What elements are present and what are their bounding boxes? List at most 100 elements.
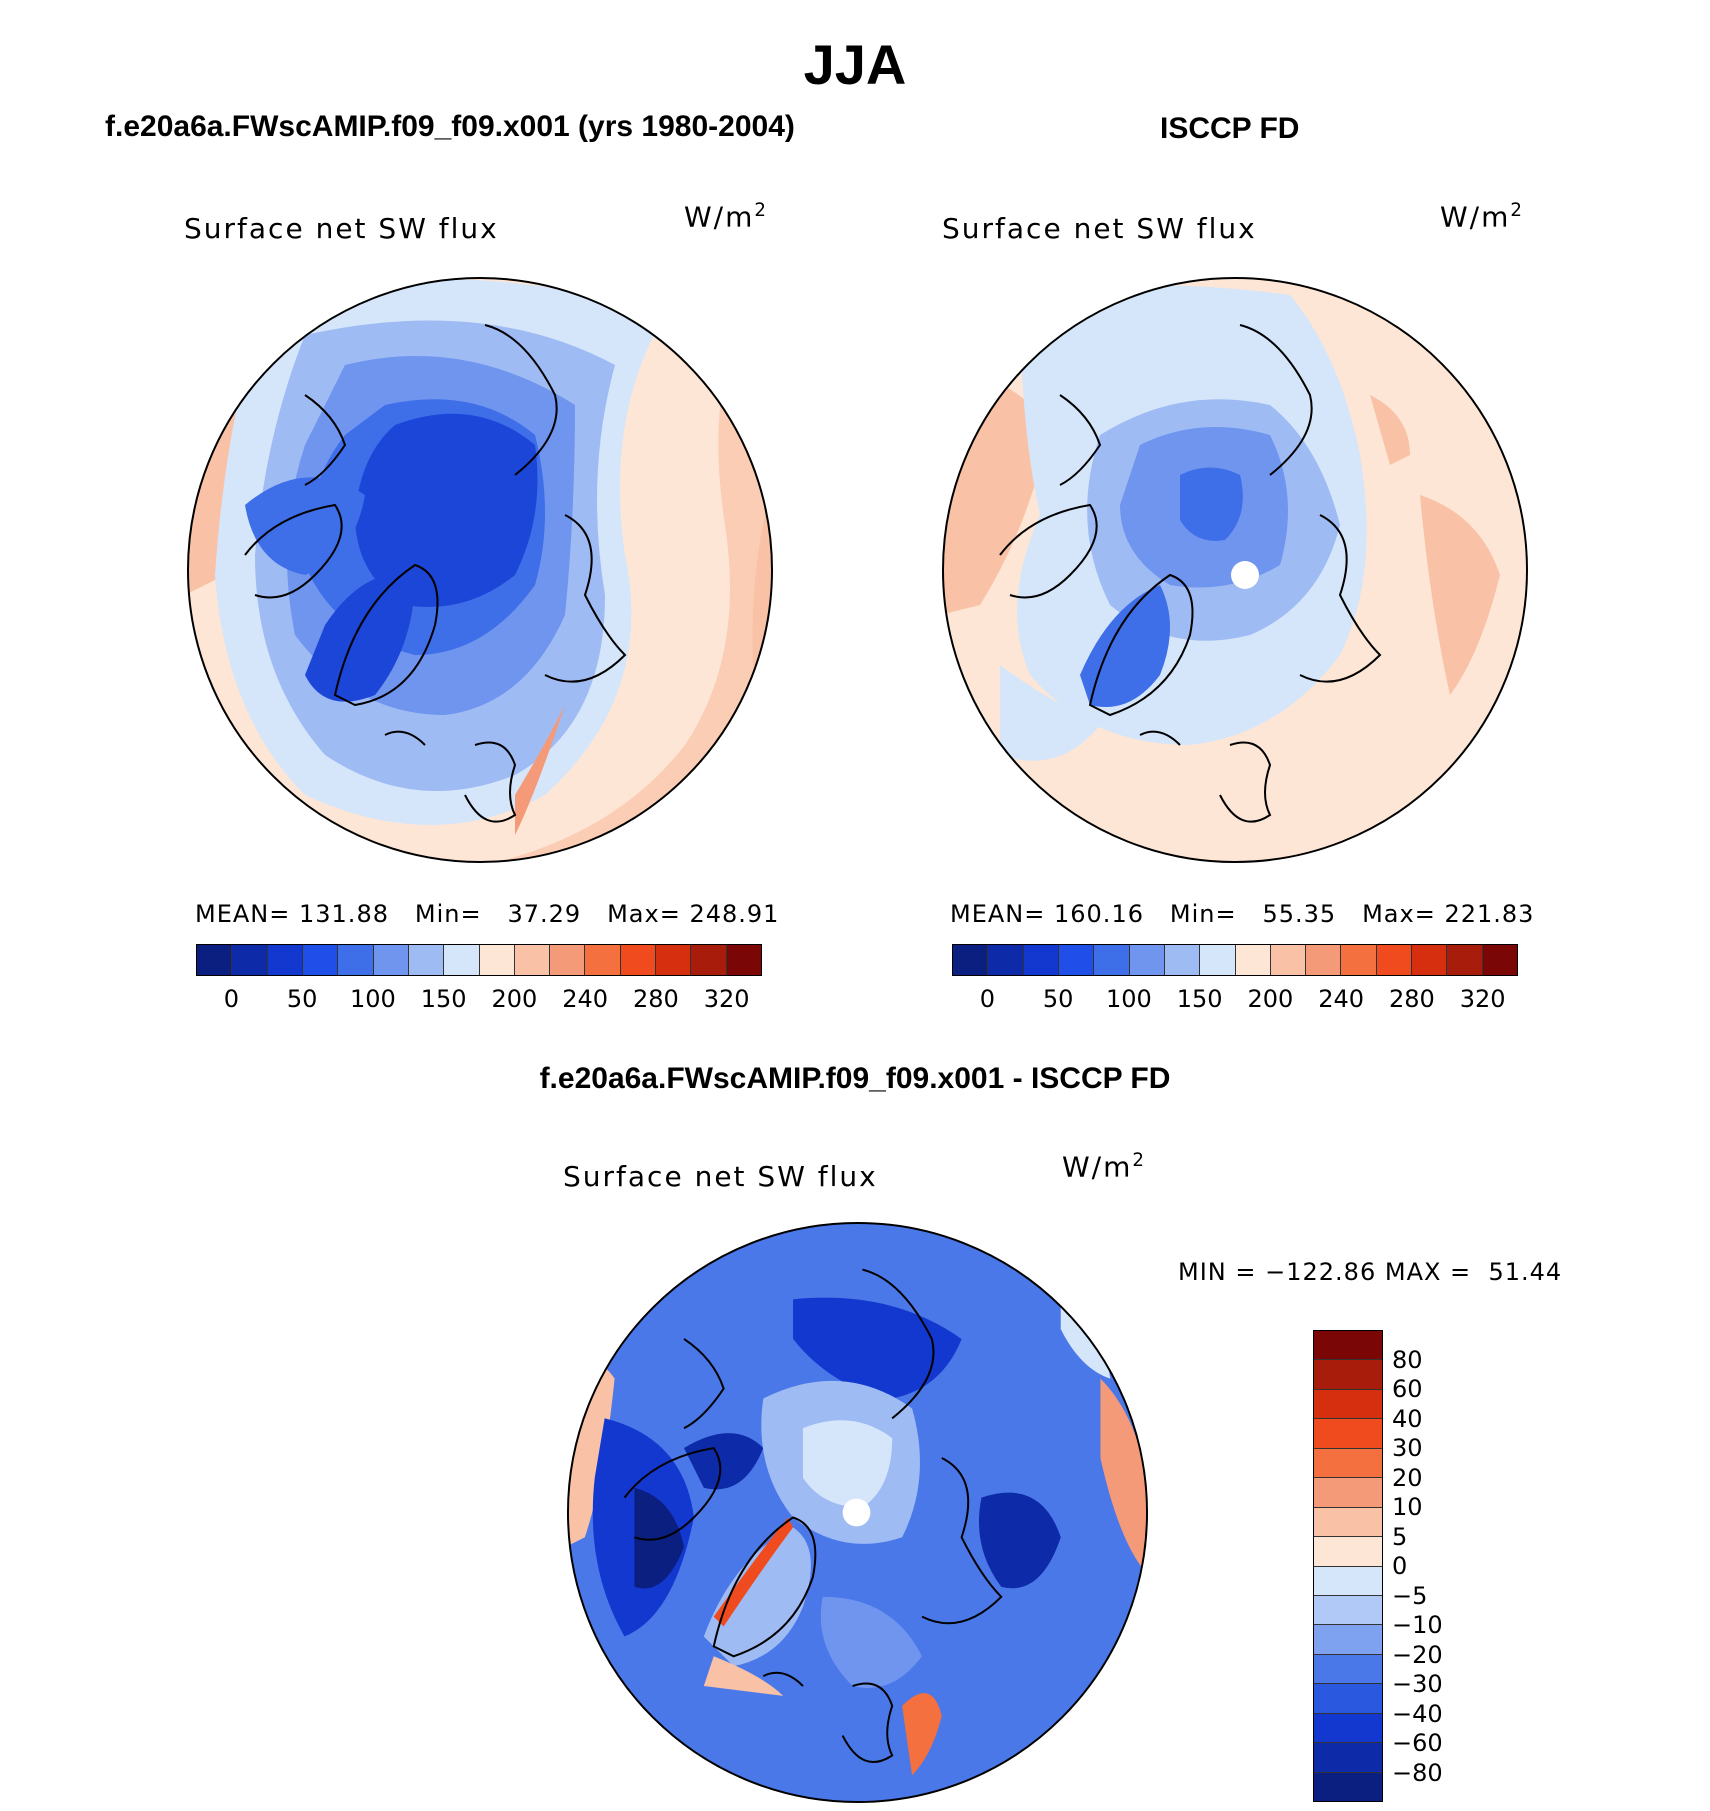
colorbar-swatch	[197, 945, 233, 975]
diff-polar-map	[566, 1221, 1149, 1804]
diff-map-region	[567, 1222, 655, 1330]
colorbar-tick-label: 280	[1388, 985, 1435, 1013]
model-case-title: f.e20a6a.FWscAMIP.f09_f09.x001 (yrs 1980…	[105, 110, 795, 143]
diff-map-region	[820, 1596, 922, 1688]
diff-map-region	[713, 1517, 794, 1627]
coastline	[999, 503, 1098, 599]
obs-units: W/m2	[1440, 200, 1524, 234]
colorbar-tick-label: 150	[1176, 985, 1223, 1013]
colorbar-tick-label: 150	[420, 985, 467, 1013]
colorbar-swatch	[1129, 945, 1165, 975]
diff-colorbar	[1313, 1330, 1383, 1802]
coastline	[304, 394, 347, 486]
obs-map-region	[1180, 467, 1243, 541]
colorbar-tick-label: 10	[1392, 1493, 1423, 1521]
diff-polar-gap	[842, 1498, 871, 1527]
colorbar-swatch	[1314, 1595, 1382, 1626]
coastline	[244, 503, 343, 599]
coastline	[1059, 394, 1102, 486]
colorbar-swatch	[953, 945, 989, 975]
obs-map-region	[1080, 585, 1170, 707]
colorbar-swatch	[1314, 1684, 1382, 1714]
coastline	[1299, 514, 1382, 683]
colorbar-tick-label: 30	[1392, 1434, 1423, 1462]
colorbar-swatch	[620, 945, 657, 975]
diff-units: W/m2	[1062, 1150, 1146, 1184]
obs-polar-gap	[1231, 561, 1259, 589]
colorbar-swatch	[691, 945, 727, 975]
diff-map-region	[1100, 1378, 1148, 1577]
diff-case-title: f.e20a6a.FWscAMIP.f09_f09.x001 - ISCCP F…	[539, 1062, 1171, 1095]
colorbar-swatch	[1200, 945, 1236, 975]
colorbar-swatch	[1306, 945, 1342, 975]
diff-map-region	[703, 1527, 811, 1667]
model-map-border	[187, 277, 773, 863]
colorbar-swatch	[550, 945, 586, 975]
model-map-region	[305, 573, 415, 702]
diff-minmax: MIN = −122.86 MAX = 51.44	[1178, 1258, 1563, 1286]
diff-map-region	[802, 1420, 893, 1508]
colorbar-tick-label: 50	[1042, 985, 1074, 1013]
diff-map-region	[793, 1297, 962, 1399]
model-polar-map	[187, 277, 773, 863]
diff-map-region	[978, 1492, 1061, 1589]
colorbar-tick-label: 100	[349, 985, 396, 1013]
colorbar-tick-label: 0	[979, 985, 996, 1013]
colorbar-tick-label: −10	[1392, 1611, 1443, 1639]
colorbar-swatch	[232, 945, 268, 975]
colorbar-swatch	[1447, 945, 1483, 975]
coastline	[544, 514, 627, 683]
obs-variable-label: Surface net SW flux	[942, 212, 1257, 245]
obs-map-region	[1420, 495, 1500, 695]
colorbar-swatch	[267, 945, 303, 975]
colorbar-tick-label: 320	[1459, 985, 1506, 1013]
colorbar-swatch	[1482, 945, 1517, 975]
colorbar-swatch	[1314, 1713, 1382, 1744]
diff-colorbar-ticks: 80 60 40 30 20 10 5 0 −5 −10 −20 −30 −40 −60 −80	[1392, 1330, 1482, 1800]
colorbar-swatch	[1094, 945, 1130, 975]
coastline	[921, 1457, 1003, 1625]
diff-map-region	[703, 1656, 784, 1696]
colorbar-swatch	[1341, 945, 1377, 975]
colorbar-swatch	[1164, 945, 1201, 975]
colorbar-swatch	[1270, 945, 1307, 975]
colorbar-tick-label: −80	[1392, 1758, 1443, 1787]
colorbar-tick-label: −30	[1392, 1670, 1443, 1698]
colorbar-swatch	[1058, 945, 1095, 975]
obs-colorbar-ticks: 0 50 100 150 200 240 280 320	[952, 985, 1516, 1017]
obs-map-border	[942, 277, 1528, 863]
coastline	[1239, 324, 1313, 476]
colorbar-swatch	[1023, 945, 1059, 975]
colorbar-tick-label: 100	[1105, 985, 1152, 1013]
coastline	[1219, 741, 1272, 823]
colorbar-tick-label: 60	[1392, 1375, 1423, 1403]
coastline	[1139, 730, 1181, 746]
colorbar-swatch	[338, 945, 374, 975]
colorbar-swatch	[1314, 1478, 1382, 1508]
colorbar-swatch	[1314, 1772, 1382, 1801]
colorbar-swatch	[514, 945, 551, 975]
colorbar-tick-label: 80	[1392, 1345, 1423, 1374]
colorbar-swatch	[302, 945, 339, 975]
coastline	[333, 563, 439, 707]
colorbar-tick-label: 320	[703, 985, 750, 1013]
colorbar-tick-label: 40	[1392, 1404, 1423, 1433]
colorbar-swatch	[726, 945, 761, 975]
colorbar-tick-label: 280	[632, 985, 679, 1013]
coastline	[683, 1338, 725, 1430]
colorbar-swatch	[1314, 1360, 1382, 1390]
coastline	[841, 1682, 894, 1764]
colorbar-swatch	[988, 945, 1024, 975]
colorbar-tick-label: 200	[1247, 985, 1294, 1013]
colorbar-swatch	[1314, 1331, 1382, 1361]
colorbar-tick-label: 0	[1392, 1552, 1408, 1580]
colorbar-swatch	[479, 945, 515, 975]
colorbar-swatch	[1314, 1566, 1382, 1596]
coastline	[384, 730, 426, 746]
colorbar-swatch	[1314, 1389, 1382, 1420]
colorbar-swatch	[1376, 945, 1413, 975]
diff-map-region	[902, 1693, 942, 1776]
model-colorbar	[196, 944, 762, 976]
colorbar-tick-label: −20	[1392, 1640, 1443, 1669]
obs-case-title: ISCCP FD	[1160, 112, 1300, 145]
